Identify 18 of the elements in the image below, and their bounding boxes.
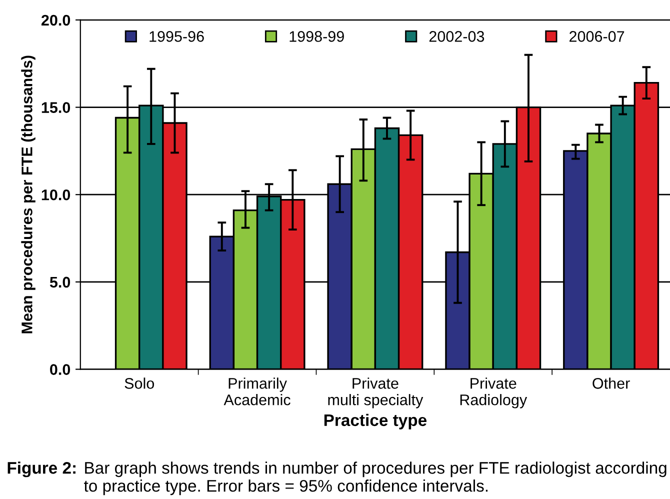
y-tick-label: 10.0 [42, 189, 70, 200]
y-tick-label: 0.0 [50, 364, 70, 375]
x-tick-label: Other [592, 378, 630, 389]
legend-label: 2002-03 [429, 31, 484, 42]
y-tick-label: 15.0 [42, 102, 70, 113]
x-tick-label: Private Radiology [460, 378, 528, 408]
text: Bar graph shows trends in number of procedures per FTE radiologist according to practice type. Error bars = 95% confidence intervals. [84, 462, 666, 496]
y-axis-title: Mean procedures per FTE (thousands) [21, 56, 36, 334]
x-axis-title: Practice type [324, 414, 427, 430]
legend-label: 1995-96 [150, 31, 204, 42]
y-tick-label: 5.0 [50, 276, 70, 288]
y-tick-label: 20.0 [41, 14, 70, 26]
x-tick-label: Primarily Academic [224, 378, 290, 406]
legend-label: 2006-07 [570, 31, 624, 42]
legend-label: 1998-99 [290, 31, 344, 42]
caption: Figure 2: [8, 462, 76, 478]
x-tick-label: Private multi specialty [328, 378, 424, 408]
x-tick-label: Solo [124, 378, 154, 389]
